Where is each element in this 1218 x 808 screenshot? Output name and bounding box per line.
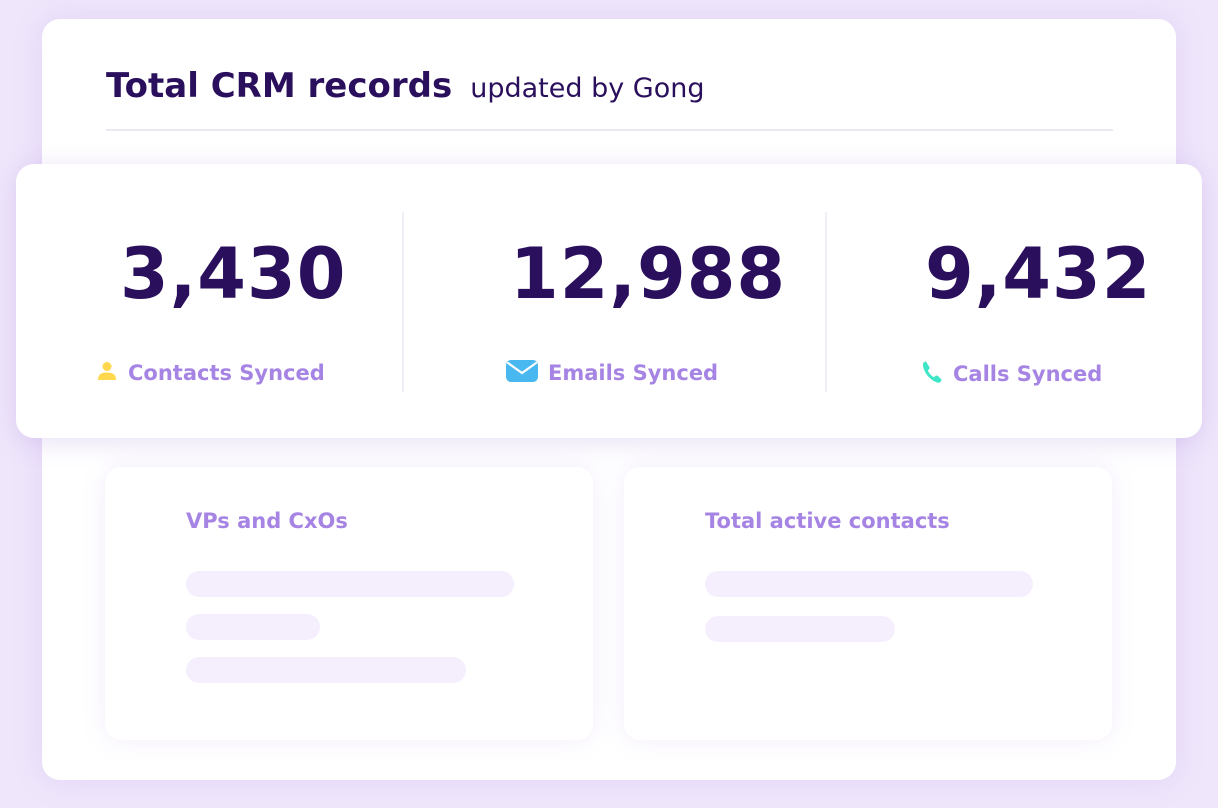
contacts-label: Contacts Synced — [96, 360, 325, 386]
stat-divider — [402, 212, 404, 392]
vps-cxos-title: VPs and CxOs — [186, 509, 348, 533]
emails-label-text: Emails Synced — [548, 361, 719, 385]
placeholder-bar — [186, 571, 514, 597]
envelope-icon — [506, 360, 538, 386]
vps-cxos-card: VPs and CxOs — [105, 467, 593, 740]
card-header: Total CRM records updated by Gong — [106, 66, 704, 116]
person-icon — [96, 360, 118, 386]
contacts-count: 3,430 — [120, 233, 347, 315]
phone-icon — [921, 360, 943, 388]
emails-label: Emails Synced — [506, 360, 718, 386]
placeholder-bar — [186, 657, 466, 683]
placeholder-bar — [705, 571, 1033, 597]
active-contacts-title: Total active contacts — [705, 509, 950, 533]
page-subtitle: updated by Gong — [470, 73, 705, 104]
header-divider — [106, 129, 1113, 131]
stat-contacts: 3,430 Contacts Synced — [16, 164, 404, 438]
calls-label-text: Calls Synced — [953, 362, 1103, 386]
calls-count: 9,432 — [925, 233, 1152, 315]
contacts-label-text: Contacts Synced — [128, 361, 325, 385]
placeholder-bar — [186, 614, 320, 640]
sync-stats-panel: 3,430 Contacts Synced 12,988 Emails Sync… — [16, 164, 1202, 438]
stat-emails: 12,988 Emails Synced — [404, 164, 826, 438]
page-title: Total CRM records — [106, 66, 453, 106]
stat-calls: 9,432 Calls Synced — [827, 164, 1202, 438]
active-contacts-card: Total active contacts — [624, 467, 1112, 740]
stat-divider — [825, 212, 827, 392]
emails-count: 12,988 — [510, 233, 787, 315]
placeholder-bar — [705, 616, 895, 642]
calls-label: Calls Synced — [921, 360, 1102, 388]
